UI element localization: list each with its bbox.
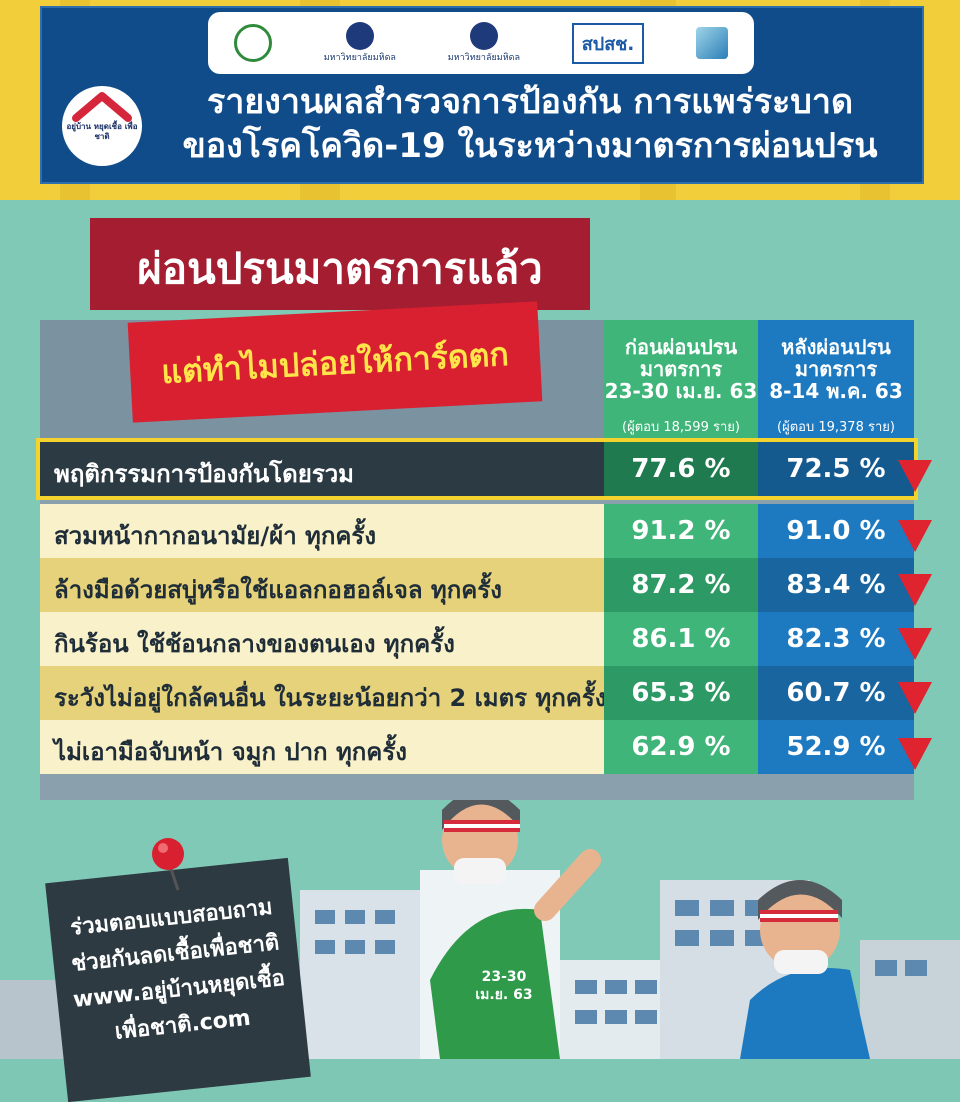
logo-caption: มหาวิทยาลัยมหิดล bbox=[447, 53, 520, 63]
row-label: สวมหน้ากากอนามัย/ผ้า ทุกครั้ง bbox=[54, 522, 377, 550]
nso-emblem-icon bbox=[696, 27, 729, 59]
column-before-line3: 23-30 เม.ย. 63 bbox=[604, 379, 758, 403]
column-before-line2: มาตรการ bbox=[639, 357, 723, 381]
table-row: กินร้อน ใช้ช้อนกลางของตนเอง ทุกครั้ง 86.… bbox=[40, 612, 914, 666]
header-title-line2: ของโรคโควิด-19 ในระหว่างมาตรการผ่อนปรน bbox=[182, 126, 878, 166]
logo-strip: มหาวิทยาลัยมหิดล มหาวิทยาลัยมหิดล สปสช. bbox=[208, 12, 754, 74]
mahidol-emblem-icon bbox=[345, 22, 374, 50]
column-before-line1: ก่อนผ่อนปรน bbox=[624, 335, 738, 359]
row-after-value: 52.9 % bbox=[758, 720, 914, 774]
ministry-of-public-health-logo bbox=[233, 24, 272, 62]
banner-subtitle-text: แต่ทำไมปล่อยให้การ์ดตก bbox=[160, 334, 510, 392]
table-row: ล้างมือด้วยสบู่หรือใช้แอลกอฮอล์เจล ทุกคร… bbox=[40, 558, 914, 612]
mahidol-siriraj-logo: มหาวิทยาลัยมหิดล bbox=[324, 22, 396, 64]
banner-title-text: ผ่อนปรนมาตรการแล้ว bbox=[137, 244, 543, 293]
row-label: กินร้อน ใช้ช้อนกลางของตนเอง ทุกครั้ง bbox=[54, 630, 455, 658]
mahidol-ramathibodi-logo: มหาวิทยาลัยมหิดล bbox=[448, 22, 520, 64]
column-after-respondents: (ผู้ตอบ 19,378 ราย) bbox=[777, 420, 895, 435]
table-row: สวมหน้ากากอนามัย/ผ้า ทุกครั้ง 91.2 % 91.… bbox=[40, 504, 914, 558]
row-after-value: 72.5 % bbox=[758, 442, 914, 496]
badge-text: อยู่บ้าน หยุดเชื้อ เพื่อชาติ bbox=[66, 122, 138, 141]
column-header-before-text: ก่อนผ่อนปรน มาตรการ 23-30 เม.ย. 63 bbox=[604, 336, 758, 402]
figure-date-label: 23-30 เม.ย. 63 bbox=[470, 968, 538, 1004]
column-header-after-text: หลังผ่อนปรน มาตรการ 8-14 พ.ค. 63 bbox=[758, 336, 914, 402]
survey-callout: ร่วมตอบแบบสอบถาม ช่วยกันลดเชื้อเพื่อชาติ… bbox=[45, 857, 311, 1102]
row-label: ระวังไม่อยู่ใกล้คนอื่น ในระยะน้อยกว่า 2 … bbox=[54, 684, 607, 712]
header-title-line1: รายงานผลสำรวจการป้องกัน การแพร่ระบาด bbox=[206, 82, 854, 122]
row-label: ล้างมือด้วยสบู่หรือใช้แอลกอฮอล์เจล ทุกคร… bbox=[54, 576, 502, 604]
row-before-value: 65.3 % bbox=[604, 666, 758, 720]
stay-home-badge: อยู่บ้าน หยุดเชื้อ เพื่อชาติ bbox=[62, 86, 142, 166]
row-before-value: 91.2 % bbox=[604, 504, 758, 558]
row-after-value: 83.4 % bbox=[758, 558, 914, 612]
column-after-line1: หลังผ่อนปรน bbox=[781, 335, 891, 359]
column-after-line3: 8-14 พ.ค. 63 bbox=[769, 379, 903, 403]
table-row: ไม่เอามือจับหน้า จมูก ปาก ทุกครั้ง 62.9 … bbox=[40, 720, 914, 774]
nhso-logo: สปสช. bbox=[571, 22, 645, 64]
row-label: ไม่เอามือจับหน้า จมูก ปาก ทุกครั้ง bbox=[54, 738, 407, 766]
row-after-value: 91.0 % bbox=[758, 504, 914, 558]
logo-caption: มหาวิทยาลัยมหิดล bbox=[323, 53, 396, 63]
row-before-value: 86.1 % bbox=[604, 612, 758, 666]
decrease-arrow-icon bbox=[898, 574, 932, 606]
decrease-arrow-icon bbox=[898, 460, 932, 492]
header-title: รายงานผลสำรวจการป้องกัน การแพร่ระบาด ของ… bbox=[160, 80, 900, 168]
column-after-line2: มาตรการ bbox=[794, 357, 878, 381]
banner-subtitle: แต่ทำไมปล่อยให้การ์ดตก bbox=[127, 301, 543, 423]
table-row: ระวังไม่อยู่ใกล้คนอื่น ในระยะน้อยกว่า 2 … bbox=[40, 666, 914, 720]
row-label: พฤติกรรมการป้องกันโดยรวม bbox=[54, 460, 354, 488]
row-before-value: 87.2 % bbox=[604, 558, 758, 612]
row-before-value: 62.9 % bbox=[604, 720, 758, 774]
figure-date-line1: 23-30 bbox=[481, 969, 527, 985]
ministry-emblem-icon bbox=[233, 24, 272, 62]
column-before-respondents: (ผู้ตอบ 18,599 ราย) bbox=[622, 420, 740, 435]
figure-date-line2: เม.ย. 63 bbox=[475, 987, 533, 1003]
row-before-value: 77.6 % bbox=[604, 442, 758, 496]
row-after-value: 60.7 % bbox=[758, 666, 914, 720]
nso-logo bbox=[696, 27, 729, 59]
decrease-arrow-icon bbox=[898, 628, 932, 660]
nhso-wordmark: สปสช. bbox=[571, 22, 645, 64]
column-header-after: หลังผ่อนปรน มาตรการ 8-14 พ.ค. 63 (ผู้ตอบ… bbox=[758, 320, 914, 440]
decrease-arrow-icon bbox=[898, 738, 932, 770]
decrease-arrow-icon bbox=[898, 682, 932, 714]
decrease-arrow-icon bbox=[898, 520, 932, 552]
pushpin-icon bbox=[152, 838, 184, 891]
house-icon bbox=[72, 92, 132, 122]
table-row: พฤติกรรมการป้องกันโดยรวม 77.6 % 72.5 % bbox=[40, 442, 914, 496]
banner-title: ผ่อนปรนมาตรการแล้ว bbox=[90, 218, 590, 310]
mahidol-emblem-icon bbox=[469, 22, 498, 50]
callout-text: ร่วมตอบแบบสอบถาม ช่วยกันลดเชื้อเพื่อชาติ… bbox=[48, 888, 306, 1057]
row-after-value: 82.3 % bbox=[758, 612, 914, 666]
column-header-before: ก่อนผ่อนปรน มาตรการ 23-30 เม.ย. 63 (ผู้ต… bbox=[604, 320, 758, 440]
